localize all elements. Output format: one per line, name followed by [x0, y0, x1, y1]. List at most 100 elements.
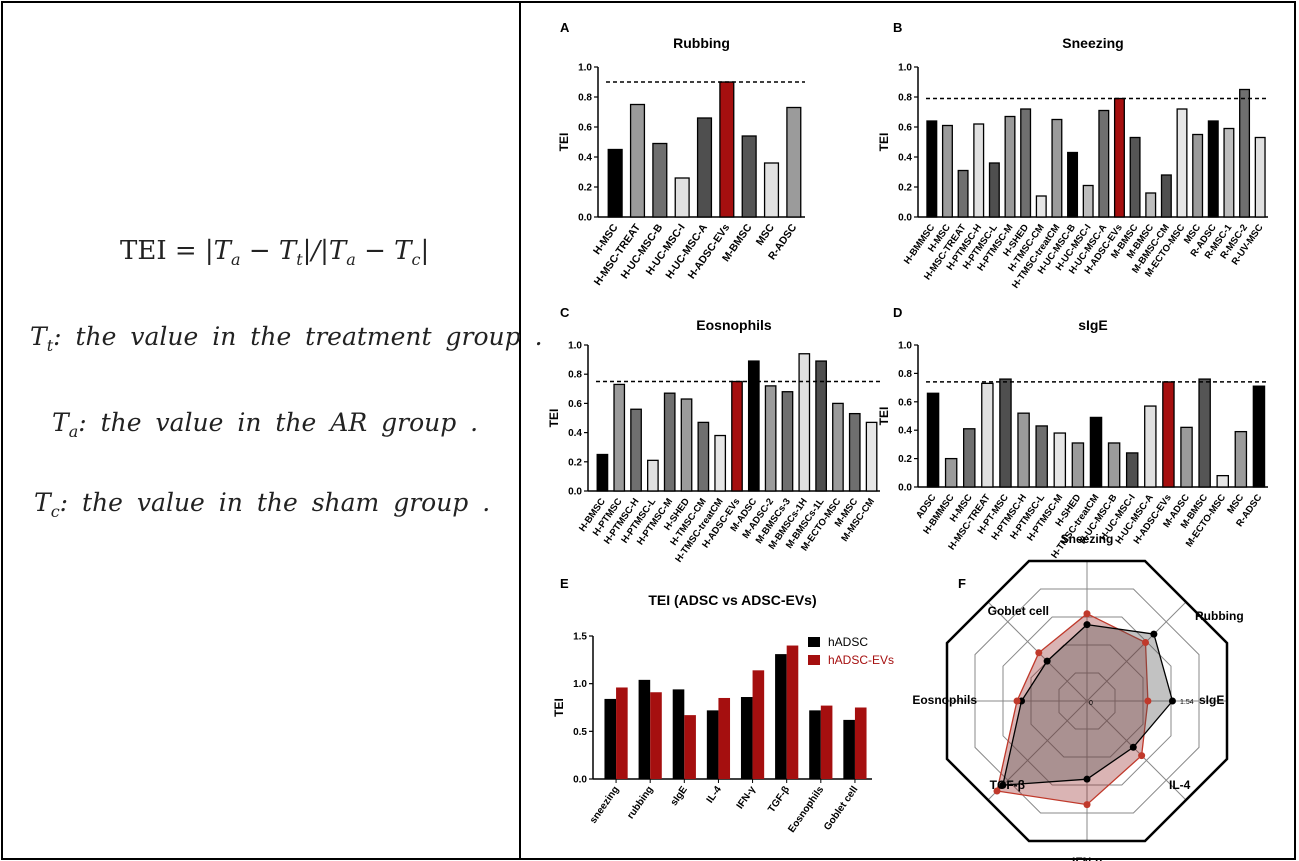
- radar-point: [1035, 649, 1043, 657]
- formula-panel: [1, 1, 521, 860]
- y-tick-label: 0.2: [578, 183, 592, 194]
- radar-axis-label: IFN-γ: [1072, 855, 1102, 861]
- y-tick-label: 0.0: [573, 775, 587, 786]
- bar: [1216, 474, 1229, 488]
- bar: [663, 392, 676, 492]
- bar-hadsc: [740, 697, 753, 779]
- radar-point: [1168, 697, 1176, 705]
- definition-tc: Tc: the value in the sham group .: [34, 488, 491, 521]
- bar: [1020, 108, 1032, 218]
- radar-point: [1083, 801, 1091, 809]
- x-tick-label: sneezing: [588, 784, 622, 825]
- bar-hadsc: [809, 710, 821, 779]
- chart-panel-f: F 0 1.54 Sneezing Rubbing sIgE IL-4 IFN-γ TGF-β E…: [912, 532, 1243, 861]
- bar: [1223, 127, 1235, 218]
- bar: [1180, 426, 1193, 488]
- bar: [596, 453, 609, 492]
- y-tick-label: 0.6: [898, 123, 912, 134]
- bar: [941, 124, 953, 218]
- radar-grid-ring: [1002, 616, 1172, 786]
- bar: [714, 434, 727, 492]
- radar-axis-label: Goblet cell: [988, 604, 1049, 618]
- radar-point: [1141, 639, 1149, 647]
- y-tick-label: 0.8: [898, 369, 912, 380]
- legend-swatch: [808, 637, 820, 647]
- bar: [764, 385, 777, 492]
- y-tick-label: 1.0: [898, 63, 912, 74]
- chart-title: sIgE: [1078, 317, 1108, 333]
- y-tick-label: 1.0: [898, 341, 912, 352]
- chart-panel-d: DsIgETEI0.00.20.40.60.81.0ADSCH-BMMSCH-M…: [877, 305, 1268, 561]
- radar-axis-label: sIgE: [1199, 693, 1224, 707]
- bar: [1017, 412, 1030, 488]
- radar-point: [1138, 752, 1146, 760]
- chart-panel-a: ARubbingTEI0.00.20.40.60.81.0H-MSCH-MSC-…: [557, 20, 805, 288]
- radar-point: [1144, 697, 1152, 705]
- bar-hadsc-evs: [684, 715, 696, 779]
- x-tick-label: sIgE: [669, 784, 690, 808]
- y-tick-label: 0.2: [898, 454, 912, 465]
- bar: [1071, 442, 1085, 488]
- y-tick-label: 0.4: [568, 428, 582, 439]
- y-tick-label: 0.4: [898, 153, 912, 164]
- y-tick-label: 1.5: [573, 632, 587, 643]
- bar: [786, 106, 802, 218]
- bar-hadsc: [775, 654, 787, 779]
- bar: [1098, 109, 1110, 218]
- y-tick-label: 0.2: [568, 457, 582, 468]
- radar-scale-label: 1.54: [1180, 699, 1194, 706]
- y-tick-label: 1.0: [573, 679, 587, 690]
- bar: [1004, 115, 1016, 218]
- radar-center-label: 0: [1089, 700, 1093, 707]
- panel-letter: C: [560, 305, 570, 320]
- bar-hadsc: [638, 679, 651, 779]
- bar-hadsc-evs: [718, 697, 731, 779]
- radar-axis-label: Sneezing: [1061, 532, 1114, 546]
- y-axis-label: TEI: [877, 133, 891, 152]
- bar: [815, 360, 827, 492]
- bar: [1053, 432, 1067, 488]
- bar: [1144, 405, 1157, 488]
- bar: [1254, 136, 1266, 218]
- bar: [747, 360, 760, 492]
- radar-point: [1129, 743, 1137, 751]
- bar: [1198, 378, 1211, 488]
- radar-point: [993, 787, 1001, 795]
- x-tick-label: TGF-β: [766, 784, 792, 814]
- y-tick-label: 0.6: [578, 123, 592, 134]
- y-tick-label: 1.0: [568, 341, 582, 352]
- y-tick-label: 0.8: [568, 370, 582, 381]
- panel-letter: A: [560, 20, 570, 35]
- x-tick-label: IL-4: [705, 784, 724, 805]
- y-axis-label: TEI: [552, 698, 566, 717]
- bar: [1239, 88, 1251, 218]
- chart-panel-e: E TEI (ADSC vs ADSC-EVs) TEI 0.0 0.5 1.0 1.5 sn…: [552, 576, 894, 835]
- panel-letter: F: [958, 576, 966, 591]
- bar: [1113, 97, 1125, 218]
- chart-title: TEI (ADSC vs ADSC-EVs): [648, 592, 816, 608]
- bar-hadsc-evs: [616, 687, 628, 779]
- chart-title: Rubbing: [673, 35, 730, 51]
- bar: [1082, 184, 1094, 218]
- bar-hadsc: [843, 719, 855, 779]
- bar: [607, 148, 623, 218]
- bar: [1035, 425, 1048, 488]
- bar: [926, 392, 940, 488]
- bar: [1160, 174, 1172, 218]
- bar: [1176, 108, 1188, 218]
- bar: [1129, 136, 1141, 218]
- radar-point: [1083, 621, 1091, 629]
- bar-hadsc-evs: [786, 645, 799, 779]
- legend-label: hADSC: [828, 635, 868, 649]
- bar: [999, 378, 1012, 488]
- radar-point: [1083, 775, 1091, 783]
- y-tick-label: 0.8: [898, 93, 912, 104]
- definition-ta: Ta: the value in the AR group .: [52, 408, 479, 441]
- y-tick-label: 0.6: [568, 399, 582, 410]
- bar: [957, 169, 969, 218]
- radar-grid-ring: [1058, 672, 1116, 730]
- bar: [973, 123, 985, 218]
- bar: [832, 402, 844, 492]
- radar-axis-label: TGF-β: [990, 778, 1025, 792]
- bar: [848, 412, 861, 492]
